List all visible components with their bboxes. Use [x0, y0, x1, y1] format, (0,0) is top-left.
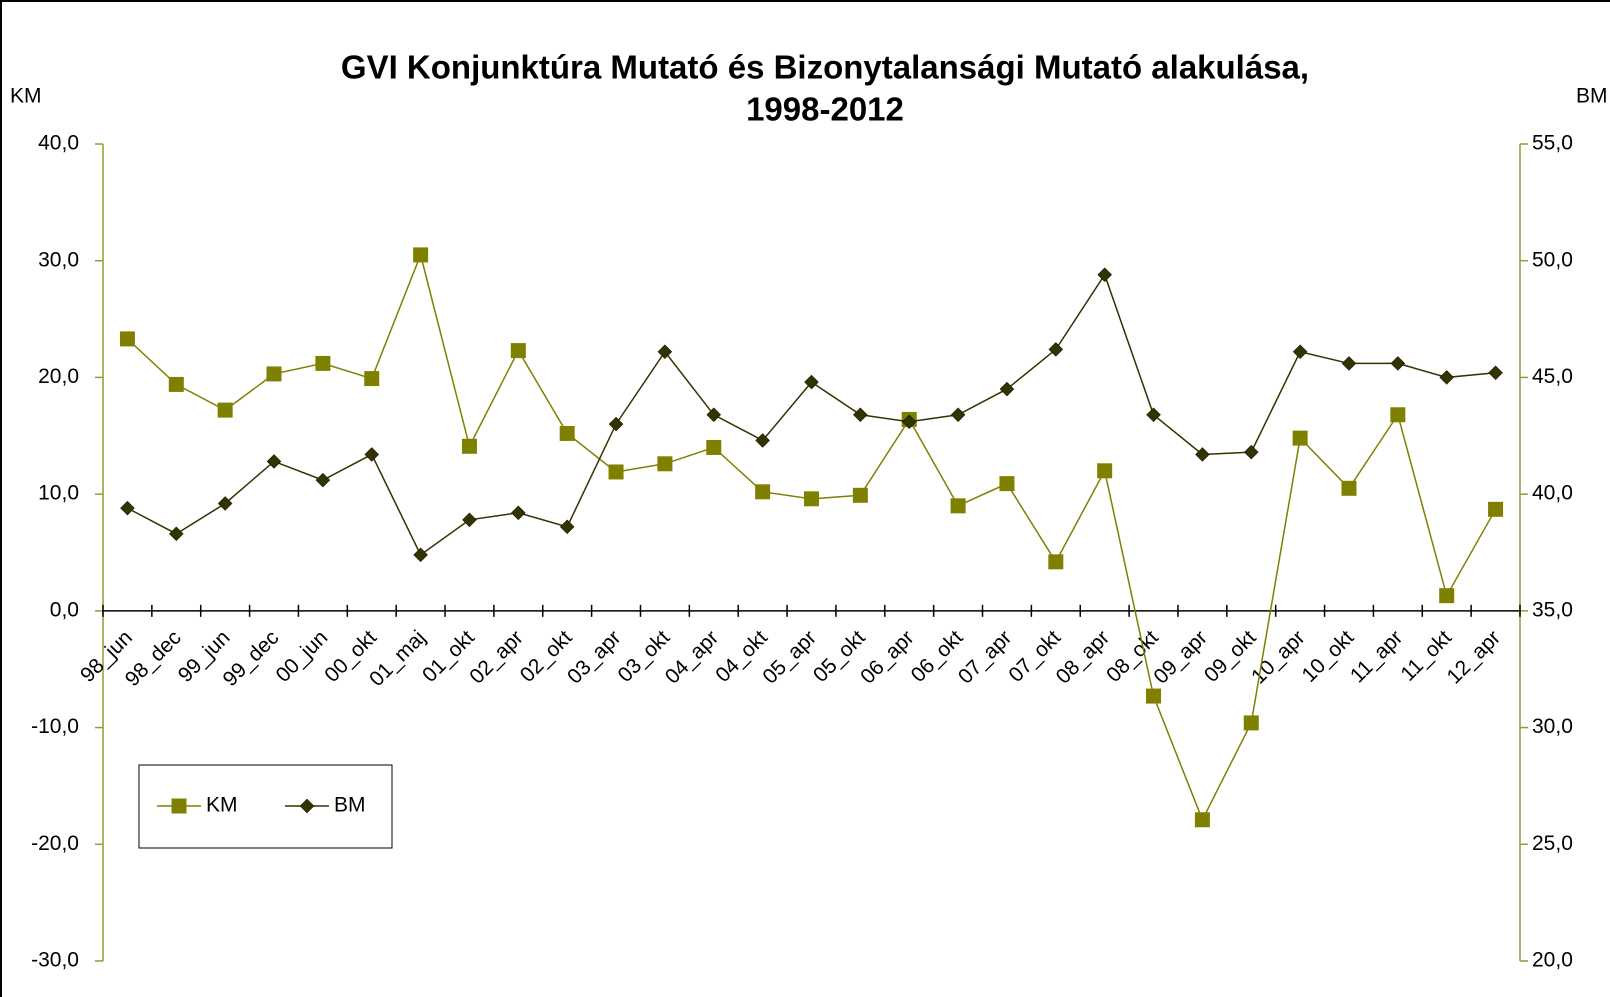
marker — [1097, 463, 1113, 479]
marker — [364, 447, 380, 462]
marker — [706, 407, 722, 423]
y-tick-label: -30,0 — [31, 949, 79, 972]
marker — [1292, 344, 1308, 360]
marker — [1439, 588, 1455, 604]
marker — [217, 496, 233, 511]
marker — [1146, 688, 1162, 704]
marker — [266, 366, 282, 382]
marker — [1146, 407, 1161, 423]
marker — [1195, 447, 1210, 462]
y2-tick-label: 30,0 — [1532, 715, 1573, 738]
marker — [266, 454, 282, 469]
marker — [1341, 356, 1357, 371]
marker — [1390, 356, 1406, 371]
y2-tick-label: 55,0 — [1532, 132, 1573, 155]
marker — [315, 472, 331, 488]
marker — [804, 491, 819, 507]
marker — [1292, 430, 1308, 446]
marker — [1194, 812, 1210, 828]
y-tick-label: 10,0 — [38, 482, 79, 505]
marker — [120, 500, 135, 516]
y-tick-label: 40,0 — [38, 132, 79, 155]
y-tick-label: -10,0 — [31, 715, 79, 738]
marker — [706, 439, 722, 455]
marker — [510, 343, 526, 359]
marker — [315, 355, 331, 371]
y2-tick-label: 35,0 — [1532, 598, 1573, 621]
marker — [1243, 444, 1259, 460]
y2-tick-label: 25,0 — [1532, 832, 1573, 855]
legend-marker — [299, 798, 315, 814]
legend-marker — [171, 798, 187, 814]
marker — [1097, 267, 1113, 283]
marker — [168, 526, 184, 542]
marker — [559, 519, 575, 535]
y2-tick-label: 50,0 — [1532, 248, 1573, 271]
marker — [1488, 501, 1504, 517]
marker — [657, 456, 673, 472]
marker — [608, 464, 624, 480]
y2-tick-label: 40,0 — [1532, 482, 1573, 505]
y2-tick-label: 45,0 — [1532, 365, 1573, 388]
marker — [804, 374, 819, 390]
marker — [1439, 370, 1455, 385]
marker — [559, 425, 575, 441]
marker — [413, 247, 429, 263]
marker — [1048, 342, 1064, 357]
marker — [1243, 715, 1259, 731]
y-tick-label: 0,0 — [50, 598, 79, 621]
marker — [657, 344, 673, 360]
y-axis-title: KM — [10, 85, 42, 108]
y2-axis-title: BM — [1576, 85, 1608, 108]
marker — [462, 512, 477, 528]
marker — [999, 476, 1015, 492]
marker — [217, 402, 233, 418]
marker — [755, 484, 771, 500]
marker — [119, 331, 135, 347]
marker — [852, 487, 868, 503]
chart-title: 1998-2012 — [746, 91, 904, 128]
marker — [461, 438, 477, 454]
y-tick-label: 30,0 — [38, 248, 79, 271]
marker — [999, 381, 1015, 397]
marker — [853, 407, 868, 423]
marker — [1048, 554, 1064, 570]
marker — [1488, 365, 1503, 381]
legend-label: KM — [206, 794, 238, 817]
marker — [755, 433, 770, 448]
legend-label: BM — [334, 794, 366, 817]
marker — [364, 371, 380, 387]
marker — [950, 498, 966, 514]
chart-title: GVI Konjunktúra Mutató és Bizonytalanság… — [341, 49, 1309, 86]
marker — [901, 414, 917, 430]
marker — [608, 416, 624, 432]
y-tick-label: 20,0 — [38, 365, 79, 388]
marker — [1341, 480, 1357, 496]
marker — [950, 407, 966, 423]
y-tick-label: -20,0 — [31, 832, 79, 855]
marker — [413, 547, 428, 563]
y2-tick-label: 20,0 — [1532, 949, 1573, 972]
marker — [510, 505, 526, 521]
marker — [168, 376, 184, 392]
marker — [1390, 407, 1406, 423]
